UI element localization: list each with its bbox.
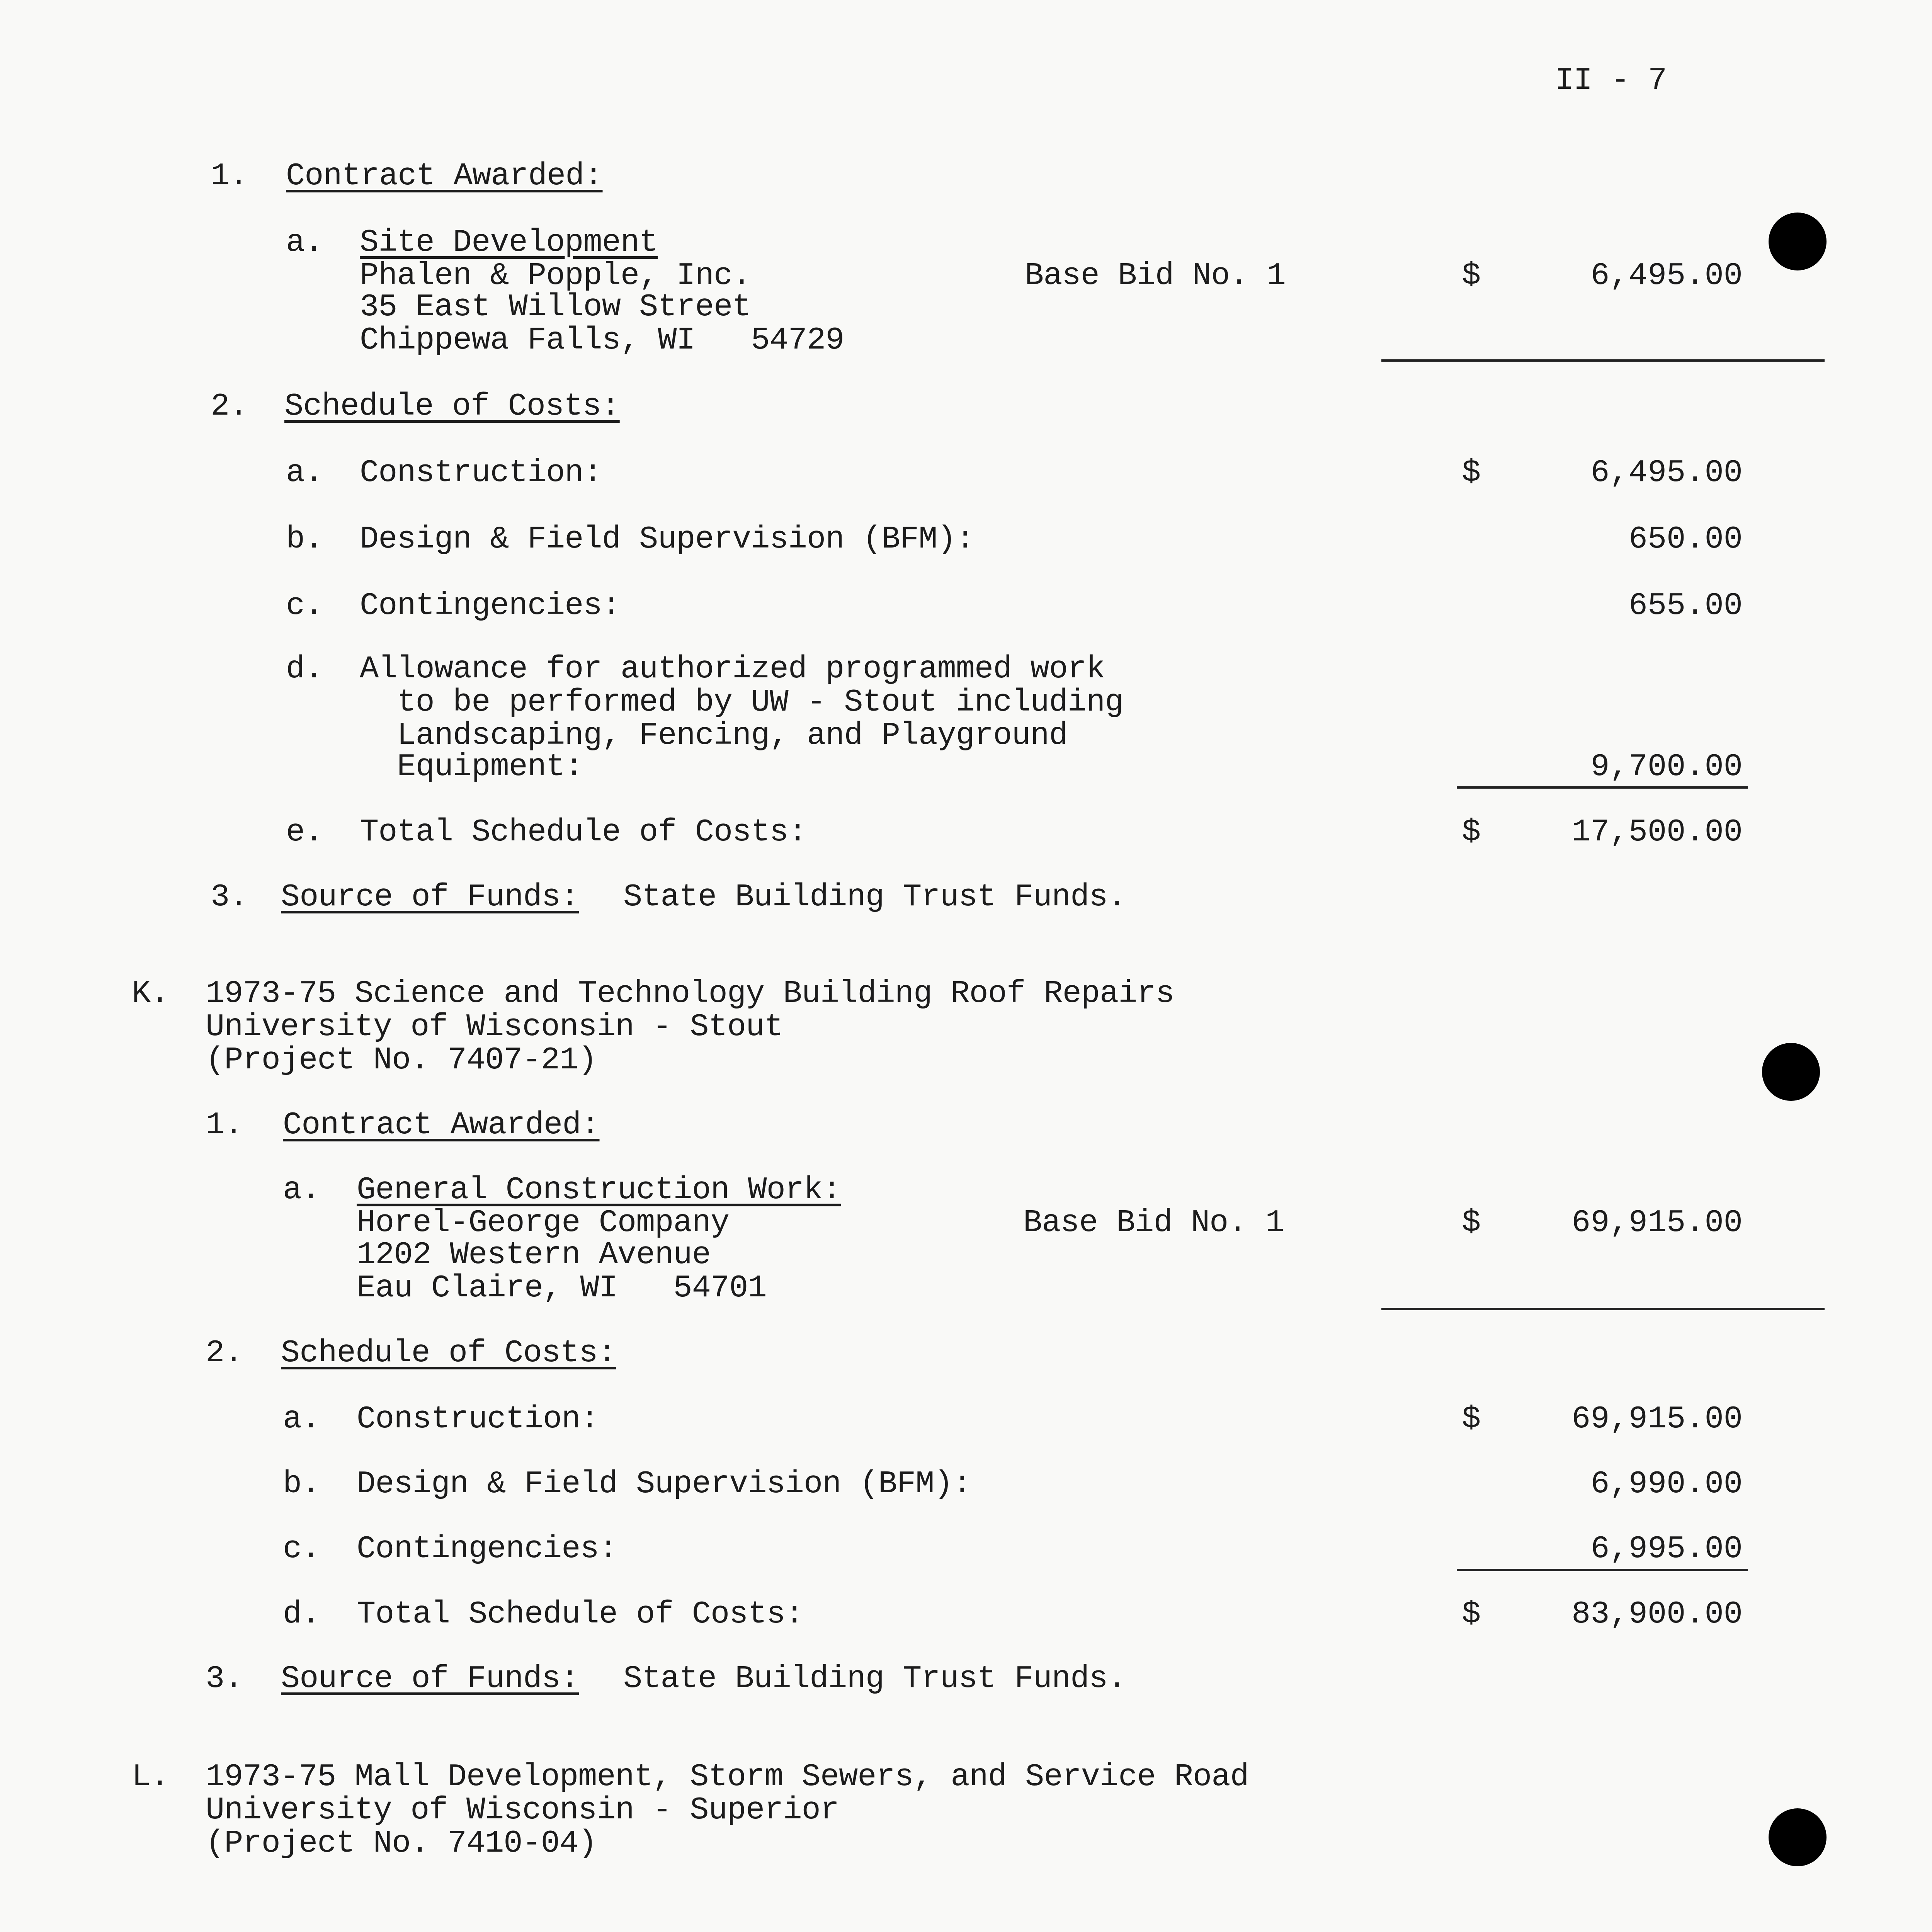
divider (1381, 359, 1825, 362)
source-of-funds-value: State Building Trust Funds. (623, 1661, 1127, 1697)
section-project-no: (Project No. 7407-21) (206, 1042, 597, 1078)
cost-label: Design & Field Supervision (BFM): (357, 1466, 972, 1502)
cost-amount: 655.00 (1628, 588, 1743, 624)
dollar-sign: $ (1462, 1401, 1481, 1437)
cost-label: Construction: (357, 1401, 599, 1437)
item-number: 2. (211, 388, 248, 424)
section-title: 1973-75 Science and Technology Building … (206, 976, 1175, 1012)
page-number: II - 7 (1555, 63, 1667, 99)
section-letter: L. (132, 1759, 169, 1795)
dollar-sign: $ (1462, 258, 1481, 294)
cost-amount: 9,700.00 (1590, 749, 1743, 785)
cost-letter: d. (286, 651, 323, 687)
item-letter: a. (286, 224, 323, 260)
contract-title: Site Development (360, 224, 658, 260)
cost-label-line: Landscaping, Fencing, and Playground (360, 718, 1068, 753)
item-number: 1. (206, 1107, 243, 1143)
contractor-address: 1202 Western Avenue (357, 1237, 711, 1273)
cost-label: Total Schedule of Costs: (360, 814, 807, 850)
contractor-name: Phalen & Popple, Inc. (360, 258, 751, 294)
subtotal-rule (1457, 1569, 1748, 1571)
item-letter: a. (283, 1172, 320, 1208)
item-number: 1. (211, 158, 248, 194)
heading-schedule-of-costs: Schedule of Costs: (281, 1335, 617, 1371)
cost-label-line: to be performed by UW - Stout including (360, 684, 1124, 720)
cost-amount: 6,495.00 (1590, 455, 1743, 491)
section-letter: K. (132, 976, 169, 1012)
source-of-funds-value: State Building Trust Funds. (623, 879, 1127, 915)
dollar-sign: $ (1462, 814, 1481, 850)
cost-letter: b. (283, 1466, 320, 1502)
heading-schedule-of-costs: Schedule of Costs: (284, 388, 620, 424)
cost-label-line: Allowance for authorized programmed work (360, 651, 1105, 687)
section-title: 1973-75 Mall Development, Storm Sewers, … (206, 1759, 1249, 1795)
section-project-no: (Project No. 7410-04) (206, 1825, 597, 1861)
contractor-name: Horel-George Company (357, 1205, 730, 1241)
contractor-city: Chippewa Falls, WI 54729 (360, 322, 844, 358)
subtotal-rule (1457, 786, 1748, 789)
cost-amount: 69,915.00 (1571, 1401, 1743, 1437)
item-number: 3. (211, 879, 248, 915)
dollar-sign: $ (1462, 455, 1481, 491)
cost-letter: e. (286, 814, 323, 850)
item-number: 2. (206, 1335, 243, 1371)
bid-label: Base Bid No. 1 (1025, 258, 1286, 294)
cost-label: Design & Field Supervision (BFM): (360, 521, 975, 557)
section-campus: University of Wisconsin - Superior (206, 1792, 839, 1828)
heading-source-of-funds: Source of Funds: (281, 879, 579, 915)
cost-label: Contingencies: (360, 588, 621, 624)
punch-hole (1769, 213, 1827, 270)
cost-amount: 6,990.00 (1590, 1466, 1743, 1502)
cost-letter: d. (283, 1596, 320, 1632)
divider (1381, 1308, 1825, 1310)
item-number: 3. (206, 1661, 243, 1697)
dollar-sign: $ (1462, 1596, 1481, 1632)
cost-amount: 6,995.00 (1590, 1531, 1743, 1567)
cost-label: Total Schedule of Costs: (357, 1596, 804, 1632)
section-campus: University of Wisconsin - Stout (206, 1009, 783, 1045)
punch-hole (1762, 1043, 1820, 1101)
punch-hole (1769, 1808, 1827, 1866)
heading-contract-awarded: Contract Awarded: (283, 1107, 600, 1143)
cost-amount: 650.00 (1628, 521, 1743, 557)
total-amount: 17,500.00 (1571, 814, 1743, 850)
heading-source-of-funds: Source of Funds: (281, 1661, 579, 1697)
cost-letter: c. (286, 588, 323, 624)
bid-amount: 69,915.00 (1571, 1205, 1743, 1241)
bid-label: Base Bid No. 1 (1023, 1205, 1284, 1241)
total-amount: 83,900.00 (1571, 1596, 1743, 1632)
bid-amount: 6,495.00 (1590, 258, 1743, 294)
cost-label: Contingencies: (357, 1531, 618, 1567)
cost-label: Construction: (360, 455, 602, 491)
cost-letter: a. (283, 1401, 320, 1437)
contractor-city: Eau Claire, WI 54701 (357, 1270, 767, 1306)
cost-label-line: Equipment: (360, 749, 583, 785)
contractor-address: 35 East Willow Street (360, 289, 751, 325)
cost-letter: c. (283, 1531, 320, 1567)
contract-title: General Construction Work: (357, 1172, 841, 1208)
cost-letter: a. (286, 455, 323, 491)
cost-letter: b. (286, 521, 323, 557)
dollar-sign: $ (1462, 1205, 1481, 1241)
heading-contract-awarded: Contract Awarded: (286, 158, 603, 194)
